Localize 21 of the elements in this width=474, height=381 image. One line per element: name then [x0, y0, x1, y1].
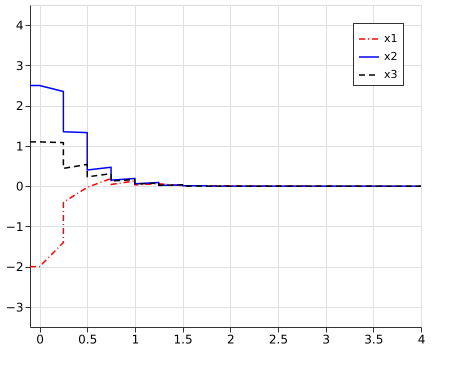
x-tick-label: 0 — [36, 332, 44, 346]
y-tick-label: 4 — [16, 18, 24, 33]
legend-label: x1 — [384, 32, 398, 45]
x-tick-label: 4 — [418, 332, 426, 346]
x-tick-label: 3 — [322, 332, 330, 346]
x-tick-label: 2 — [226, 332, 235, 346]
x-tick-label: 0.5 — [78, 332, 98, 346]
x-tick-label: 2.5 — [268, 332, 288, 346]
legend-label: x2 — [384, 50, 398, 63]
x-tick-label: 1.5 — [174, 332, 193, 346]
x-tick-label: 3.5 — [364, 332, 384, 346]
legend-label: x3 — [384, 68, 398, 81]
y-tick-label: −1 — [6, 220, 24, 234]
y-tick-label: −3 — [6, 300, 24, 314]
y-tick-label: 1 — [16, 139, 24, 154]
y-tick-label: 0 — [16, 180, 24, 194]
y-tick-label: −2 — [6, 260, 24, 274]
y-tick-label: 2 — [16, 99, 24, 114]
line-series — [30, 141, 421, 187]
y-tick-label: 3 — [16, 58, 24, 73]
x-tick-label: 1 — [132, 332, 140, 346]
